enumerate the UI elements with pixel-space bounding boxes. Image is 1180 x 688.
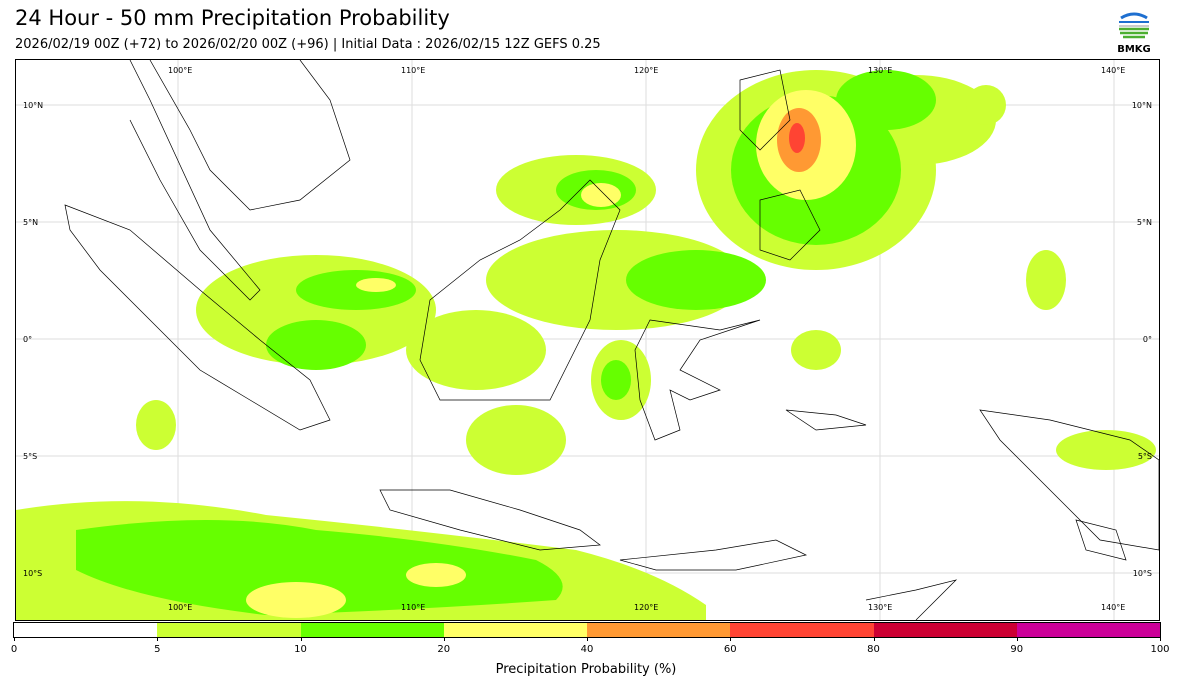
chart-title: 24 Hour - 50 mm Precipitation Probabilit… <box>15 6 450 30</box>
bmkg-logo-icon <box>1118 9 1150 41</box>
colorbar-segment <box>14 623 158 637</box>
colorbar-segment <box>1016 623 1160 637</box>
lat-label-5s-right: 5°S <box>1137 452 1152 461</box>
lon-label-140e-top: 140°E <box>1101 66 1126 75</box>
colorbar-tick-label: 5 <box>154 644 161 655</box>
colorbar-tick-label: 100 <box>1150 644 1170 655</box>
lon-label-120e-top: 120°E <box>634 66 659 75</box>
colorbar-tick-label: 60 <box>723 644 737 655</box>
lat-label-0-left: 0° <box>23 335 33 344</box>
colorbar-segment <box>300 623 444 637</box>
lat-label-10n-left: 10°N <box>23 101 44 110</box>
colorbar-tick-mark <box>1016 637 1018 641</box>
colorbar-tick-mark <box>1160 637 1161 641</box>
lat-label-5s-left: 5°S <box>23 452 38 461</box>
lon-label-130e-bottom: 130°E <box>868 603 893 612</box>
map-canvas <box>16 60 1159 620</box>
lon-label-100e-bottom: 100°E <box>168 603 193 612</box>
lon-label-100e-top: 100°E <box>168 66 193 75</box>
colorbar-tick-mark <box>587 637 588 641</box>
colorbar-tick-mark <box>873 637 875 641</box>
lat-label-5n-left: 5°N <box>23 218 39 227</box>
colorbar <box>13 622 1161 638</box>
lon-label-110e-bottom: 110°E <box>401 603 426 612</box>
lat-label-0-right: 0° <box>1142 335 1152 344</box>
colorbar-segment <box>443 623 587 637</box>
lon-label-110e-top: 110°E <box>401 66 426 75</box>
colorbar-tick-label: 80 <box>867 644 880 655</box>
lon-label-120e-bottom: 120°E <box>634 603 659 612</box>
colorbar-segment <box>587 623 731 637</box>
lon-label-130e-top: 130°E <box>868 66 893 75</box>
lat-label-5n-right: 5°N <box>1136 218 1152 227</box>
colorbar-tick-mark <box>300 637 302 641</box>
colorbar-segment <box>730 623 874 637</box>
colorbar-label: Precipitation Probability (%) <box>495 662 677 677</box>
colorbar-tick-label: 40 <box>580 644 594 655</box>
colorbar-tick-label: 10 <box>294 644 307 655</box>
chart-subtitle: 2026/02/19 00Z (+72) to 2026/02/20 00Z (… <box>15 37 601 52</box>
colorbar-tick-label: 90 <box>1010 644 1024 655</box>
colorbar-tick-mark <box>443 637 445 641</box>
colorbar-tick-mark <box>730 637 732 641</box>
lat-label-10s-right: 10°S <box>1132 569 1152 578</box>
colorbar-tick-label: 0 <box>10 644 18 655</box>
lat-label-10s-left: 10°S <box>23 569 43 578</box>
lat-label-10n-right: 10°N <box>1131 101 1152 110</box>
colorbar-tick-mark <box>157 637 159 641</box>
colorbar-segment <box>157 623 301 637</box>
bmkg-logo: BMKG <box>1112 8 1156 56</box>
precipitation-map: 100°E 110°E 120°E 130°E 140°E 100°E 110°… <box>15 59 1160 621</box>
logo-text: BMKG <box>1117 44 1151 55</box>
lon-label-140e-bottom: 140°E <box>1101 603 1126 612</box>
precip-60-80 <box>789 123 805 153</box>
colorbar-tick-label: 20 <box>437 644 451 655</box>
coastlines <box>64 60 1159 620</box>
colorbar-tick-mark <box>14 637 15 641</box>
colorbar-segment <box>873 623 1017 637</box>
